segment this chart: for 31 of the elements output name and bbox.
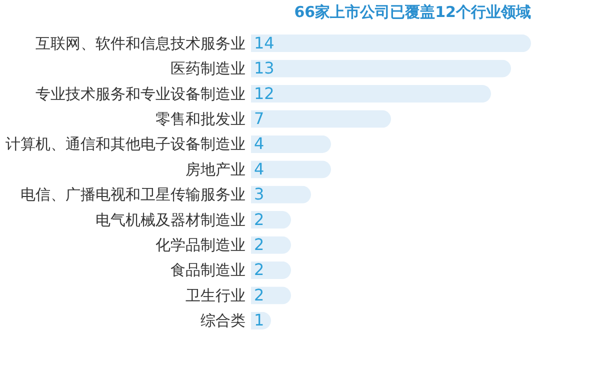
data-label: 2 [254, 210, 264, 229]
y-tick-label: 化学品制造业 [156, 236, 246, 254]
y-tick-label: 房地产业 [186, 160, 246, 178]
y-tick-label: 食品制造业 [170, 261, 246, 280]
data-label: 4 [254, 159, 264, 178]
bar [251, 34, 531, 52]
data-label: 12 [254, 84, 274, 103]
bar [251, 60, 511, 78]
y-tick-label: 互联网、软件和信息技术服务业 [36, 34, 246, 52]
data-label: 2 [254, 260, 264, 280]
bar [251, 84, 491, 103]
data-label: 1 [254, 310, 264, 330]
y-tick-label: 电信、广播电视和卫星传输服务业 [20, 186, 246, 204]
data-label: 3 [254, 184, 264, 204]
data-label: 2 [254, 235, 264, 254]
data-label: 2 [254, 285, 264, 304]
y-tick-label: 专业技术服务和专业设备制造业 [36, 84, 246, 103]
data-label: 4 [254, 134, 264, 154]
data-label: 7 [254, 108, 264, 128]
y-tick-label: 零售和批发业 [156, 110, 246, 128]
y-tick-label: 电气机械及器材制造业 [96, 210, 246, 229]
bar [251, 160, 331, 178]
y-tick-label: 卫生行业 [186, 286, 246, 304]
y-tick-label: 计算机、通信和其他电子设备制造业 [6, 135, 246, 154]
data-label: 13 [254, 58, 274, 78]
chart-title: 66家上市公司已覆盖12个行业领域 [294, 3, 531, 21]
y-tick-label: 医药制造业 [170, 60, 246, 78]
bar [251, 135, 331, 154]
bar [251, 110, 391, 128]
y-tick-label: 综合类 [200, 312, 246, 330]
data-label: 14 [254, 33, 274, 52]
